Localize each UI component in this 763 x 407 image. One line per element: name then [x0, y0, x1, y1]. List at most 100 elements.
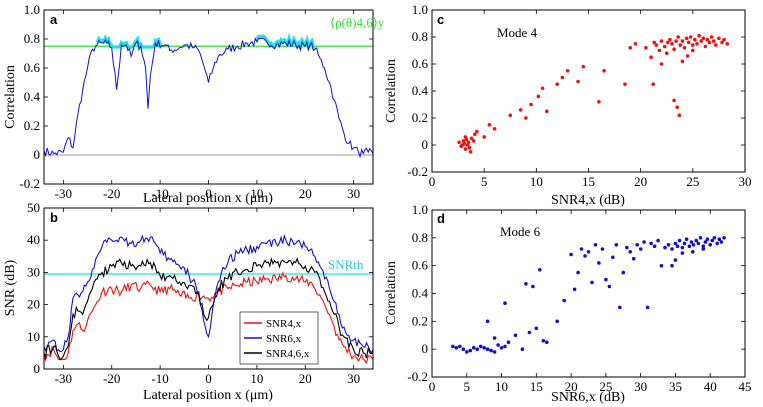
x-tick-label: 20 [299, 186, 312, 201]
panel-d-axes: 0 5 10 15 20 25 30 35 40 45-0.200.20.40.60.81.0 [407, 202, 751, 394]
scatter-point [659, 263, 664, 268]
scatter-point [461, 139, 466, 143]
x-tick-label: 0 [205, 371, 212, 386]
scatter-point [720, 40, 724, 45]
scatter-point [471, 346, 476, 350]
panel-b-legend: SNR4,x SNR6,x SNR4,6,x [239, 311, 319, 365]
scatter-point [475, 129, 479, 134]
scatter-point [569, 252, 573, 257]
scatter-point [473, 132, 477, 136]
scatter-point [520, 347, 525, 352]
scatter-point [649, 55, 653, 59]
y-tick-label: 0.8 [412, 29, 428, 44]
scatter-point [696, 241, 701, 246]
scatter-point [707, 40, 712, 45]
scatter-point [708, 243, 712, 247]
scatter-point [701, 244, 706, 248]
scatter-point [701, 36, 706, 41]
scatter-point [680, 59, 685, 64]
x-tick-label: 10 [495, 379, 508, 394]
scatter-point [691, 243, 696, 247]
x-tick-label: 5 [481, 174, 488, 189]
scatter-point [527, 330, 532, 335]
x-tick-label: 0 [429, 379, 436, 394]
y-tick-label: 10 [27, 329, 40, 344]
scatter-point [465, 143, 470, 147]
scatter-point [712, 236, 717, 240]
scatter-point [485, 319, 490, 324]
x-tick-label: 15 [582, 174, 595, 189]
scatter-point [635, 243, 639, 247]
legend-label-snr6: SNR6,x [266, 333, 302, 345]
y-tick-label: 30 [27, 264, 40, 279]
scatter-point [524, 282, 528, 286]
y-tick-label: 1.0 [412, 2, 428, 17]
scatter-point [628, 46, 632, 50]
scatter-point [541, 339, 546, 343]
scatter-point [538, 268, 542, 272]
scatter-point [597, 100, 601, 104]
x-tick-label: 35 [669, 379, 682, 394]
panel-a-threshold-label: ⟨ρ(θ)4,6⟩y [330, 15, 385, 30]
highlight-segment [95, 34, 162, 52]
panel-b: -30 -20 -10 0 10 20 30 0 10 20 30 40 50 b SNRth SNR4… [3, 200, 374, 403]
y-tick-label: 0 [34, 361, 41, 376]
scatter-point [499, 346, 504, 350]
scatter-point [687, 244, 692, 248]
scatter-point [717, 237, 722, 241]
scatter-point [717, 36, 721, 41]
y-tick-label: 0.6 [412, 56, 429, 71]
scatter-point [464, 137, 469, 142]
scatter-point [576, 270, 580, 275]
scatter-point [703, 240, 708, 244]
scatter-point [719, 240, 724, 244]
x-tick-label: 10 [250, 371, 263, 386]
panel-d-annotation: Mode 6 [500, 224, 541, 239]
x-tick-label: -30 [55, 186, 72, 201]
scatter-point [633, 42, 638, 46]
x-tick-label: -30 [55, 371, 72, 386]
legend-label-snr46: SNR4,6,x [266, 348, 310, 360]
scatter-point [529, 102, 533, 107]
x-tick-label: 30 [347, 186, 360, 201]
scatter-point [565, 69, 570, 73]
scatter-point [722, 236, 726, 240]
scatter-point [677, 113, 682, 118]
scatter-point [492, 336, 497, 340]
y-tick-label: 1.0 [412, 202, 428, 217]
scatter-point [691, 43, 695, 47]
y-tick-label: 0.8 [24, 31, 40, 46]
scatter-point [638, 247, 643, 251]
scatter-point [466, 140, 471, 145]
scatter-point [496, 343, 500, 347]
panel-a-ylabel: Correlation [3, 65, 18, 129]
scatter-point [487, 123, 492, 127]
scatter-point [614, 243, 619, 247]
scatter-point [478, 344, 483, 349]
x-tick-label: 30 [347, 371, 360, 386]
scatter-point [689, 240, 694, 244]
scatter-point [611, 255, 615, 260]
scatter-point [670, 42, 674, 46]
scatter-point [545, 109, 549, 114]
scatter-point [485, 347, 490, 352]
scatter-point [677, 238, 682, 243]
x-tick-label: -20 [103, 371, 120, 386]
scatter-point [508, 113, 513, 118]
scatter-point [670, 247, 674, 251]
panel-b-plot [43, 233, 374, 365]
x-tick-label: 0 [205, 186, 212, 201]
scatter-point [503, 344, 507, 349]
scatter-point [691, 48, 695, 53]
scatter-point [684, 237, 689, 241]
scatter-point [680, 245, 685, 250]
panel-d: 0 5 10 15 20 25 30 35 40 45-0.200.20.40.60.81.0 d… [384, 202, 752, 405]
panel-c-letter: c [437, 12, 444, 27]
x-tick-label: 30 [739, 174, 752, 189]
panel-b-ylabel: SNR (dB) [3, 259, 18, 316]
scatter-point [460, 143, 465, 147]
scatter-point [560, 75, 565, 80]
x-tick-label: 20 [565, 379, 578, 394]
scatter-point [693, 37, 697, 42]
scatter-point [597, 261, 601, 265]
